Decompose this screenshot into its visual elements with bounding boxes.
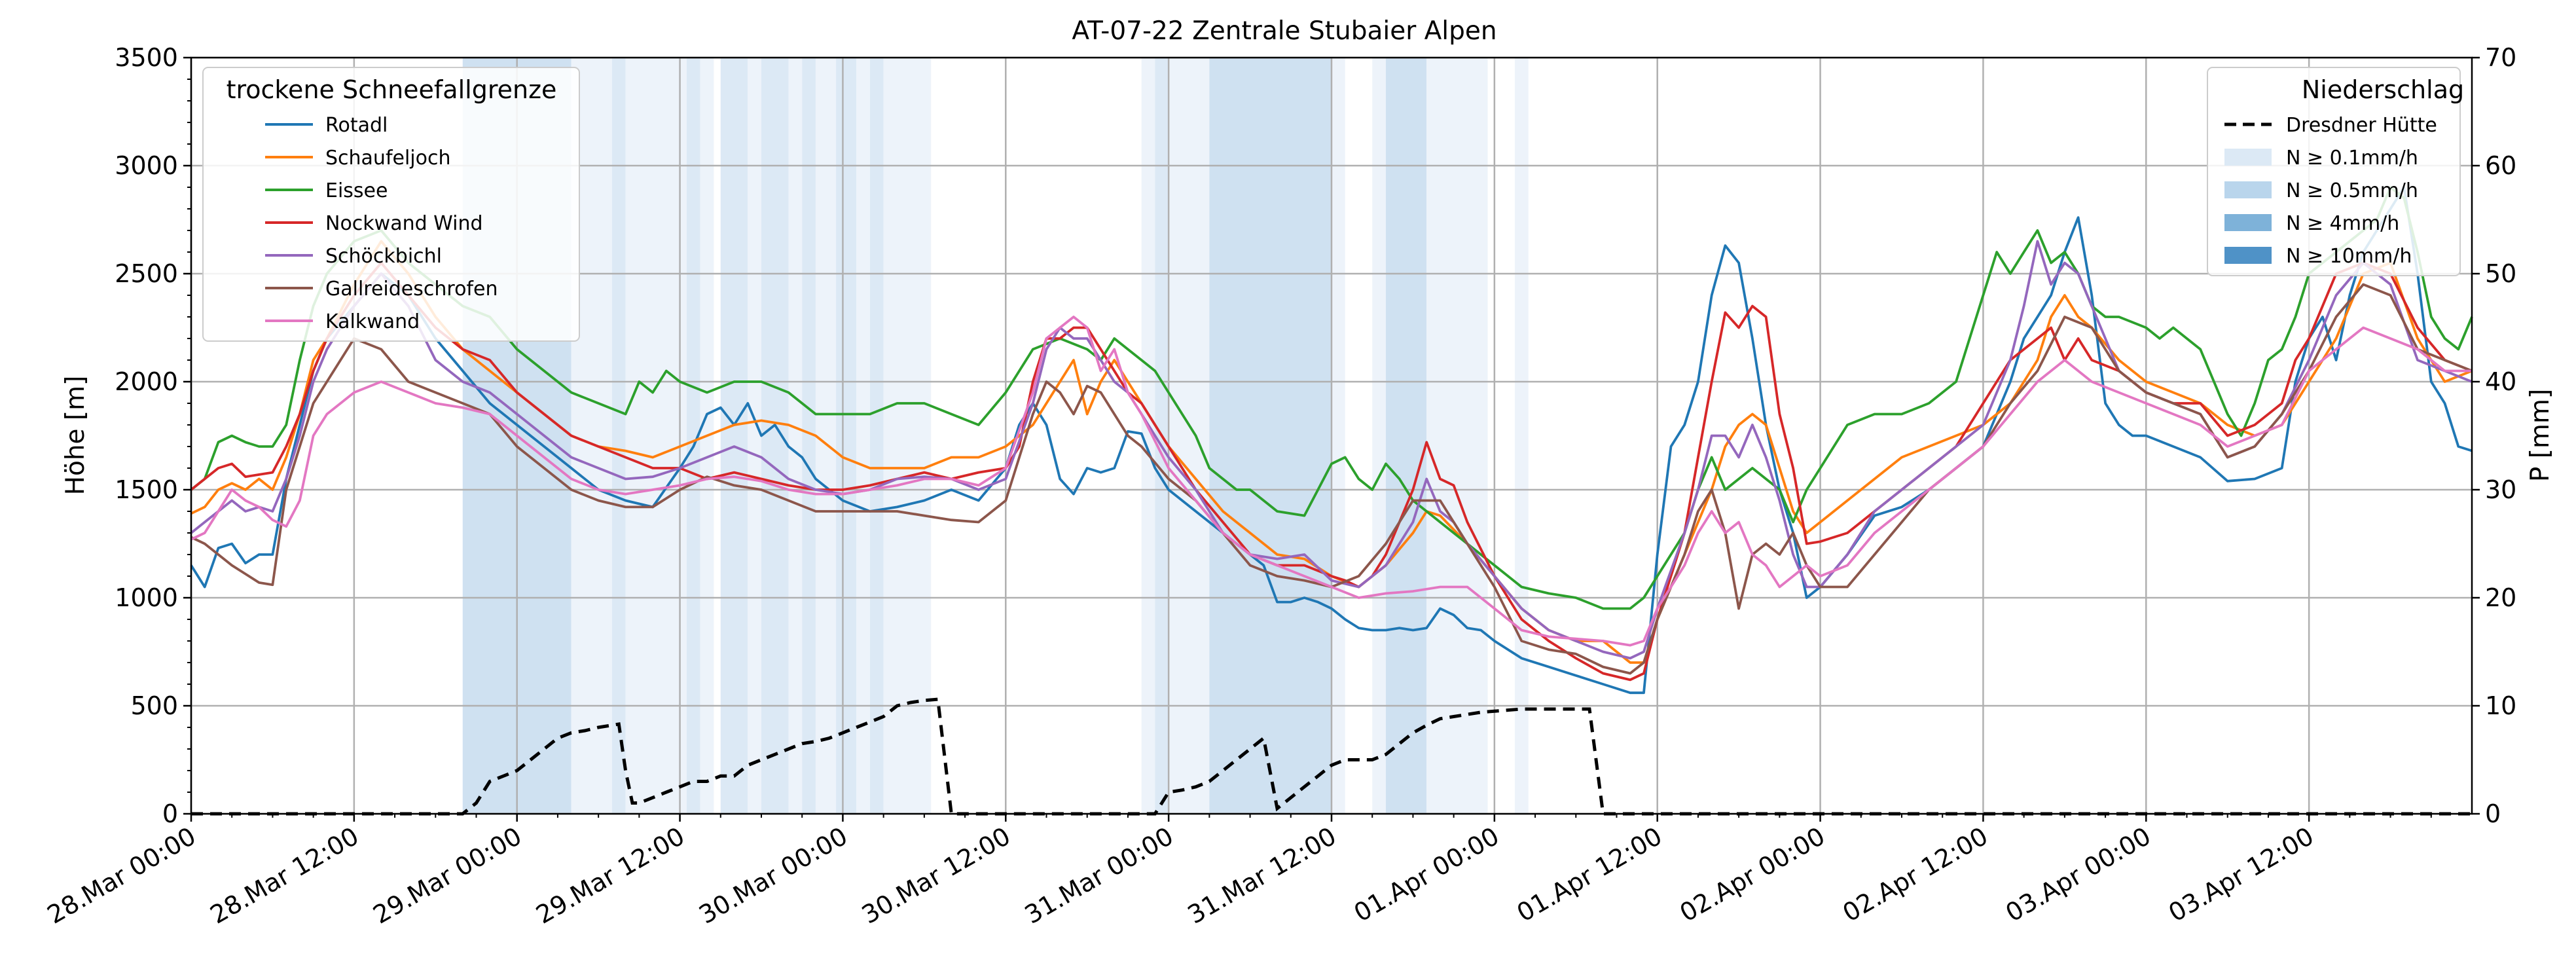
y-tick-label-left: 2500	[115, 259, 178, 288]
precip-band	[686, 58, 700, 814]
precip-band	[748, 58, 761, 814]
series-line	[190, 186, 2473, 610]
series-lines	[190, 186, 2473, 695]
legend-precip-level-swatch	[2224, 181, 2272, 198]
legend-precip-level-swatch	[2224, 149, 2272, 166]
series-line	[190, 240, 2473, 660]
precip-band	[869, 58, 884, 814]
y-tick-label-left: 0	[162, 799, 178, 828]
precip-band	[761, 58, 789, 814]
y-tick-label-left: 3500	[115, 43, 178, 72]
legend-precip-level-swatch	[2224, 214, 2272, 231]
legend-snowline-frame	[202, 67, 580, 342]
legend-precip-level-label: N ≥ 0.1mm/h	[2286, 147, 2418, 170]
precip-band	[883, 58, 932, 814]
legend-snowline-title: trockene Schneefallgrenze	[227, 75, 557, 104]
precip-band	[836, 58, 857, 814]
y-tick-label-left: 500	[130, 691, 178, 720]
precip-band	[802, 58, 816, 814]
y-axis-label-left: Höhe [m]	[61, 376, 90, 496]
legend-snowline-label: Rotadl	[325, 114, 388, 137]
y-tick-label-right: 50	[2485, 259, 2516, 288]
y-tick-label-right: 0	[2485, 799, 2501, 828]
legend-snowline-label: Nockwand Wind	[325, 212, 483, 235]
legend-precip-level-label: N ≥ 0.5mm/h	[2286, 179, 2418, 202]
precip-band	[1332, 58, 1345, 814]
legend-precip-level-label: N ≥ 10mm/h	[2286, 245, 2412, 268]
legend-precipitation-title: Niederschlag	[2302, 75, 2464, 104]
series-line	[190, 316, 2472, 647]
legend-snowline-label: Eissee	[325, 179, 388, 202]
legend-snowline-label: Schöckbichl	[325, 245, 442, 268]
y-tick-label-right: 30	[2485, 475, 2516, 504]
precip-band	[1514, 58, 1529, 814]
legend-precipitation-line-label: Dresdner Hütte	[2286, 114, 2437, 137]
y-tick-label-left: 2000	[115, 367, 178, 396]
y-tick-label-left: 1500	[115, 475, 178, 504]
legend-precipitation: Niederschlag Dresdner Hütte N ≥ 0.1mm/h N …	[2207, 67, 2464, 276]
precip-band	[1209, 58, 1332, 814]
legend-snowline-label: Kalkwand	[325, 310, 420, 333]
chart-title: AT-07-22 Zentrale Stubaier Alpen	[1072, 16, 1497, 46]
precip-band	[625, 58, 687, 814]
precip-band	[1385, 58, 1427, 814]
precip-band	[1141, 58, 1155, 814]
legend-snowline-label: Schaufeljoch	[325, 147, 451, 170]
precip-band	[788, 58, 803, 814]
precip-band	[815, 58, 837, 814]
y-tick-label-left: 3000	[115, 151, 178, 180]
y-tick-label-right: 20	[2485, 583, 2516, 612]
legend-snowline: trockene Schneefallgrenze Rotadl Schaufel…	[202, 67, 580, 342]
precip-band	[720, 58, 748, 814]
legend-precip-level-swatch	[2224, 247, 2272, 264]
y-tick-label-left: 1000	[115, 583, 178, 612]
legend-snowline-label: Gallreideschrofen	[325, 278, 498, 301]
y-tick-label-right: 70	[2485, 43, 2516, 72]
y-axis-label-right: P [mm]	[2526, 389, 2555, 482]
y-tick-label-right: 60	[2485, 151, 2516, 180]
series-line	[190, 186, 2473, 695]
precip-band	[856, 58, 870, 814]
precip-band	[611, 58, 626, 814]
precip-band	[1372, 58, 1386, 814]
precip-band	[1169, 58, 1210, 814]
series-line	[190, 283, 2473, 675]
legend-precip-level-label: N ≥ 4mm/h	[2286, 212, 2399, 235]
precip-band	[1426, 58, 1488, 814]
y-tick-label-right: 40	[2485, 367, 2516, 396]
y-tick-label-right: 10	[2485, 691, 2516, 720]
